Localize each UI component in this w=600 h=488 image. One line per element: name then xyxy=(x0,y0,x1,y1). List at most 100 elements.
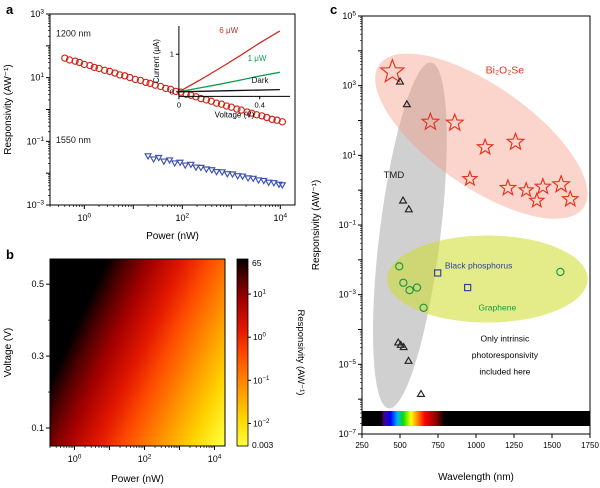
series-1200-nm: 1200 nm xyxy=(56,28,287,126)
data-point xyxy=(278,118,287,126)
tick-label: 10−3 xyxy=(339,289,357,300)
tick-label: 0.3 xyxy=(31,351,44,361)
tick-label: 102 xyxy=(138,454,152,465)
data-point xyxy=(533,177,553,195)
annotation-label: Bi₂O₂Se xyxy=(486,64,525,76)
data-point xyxy=(100,66,109,75)
data-point xyxy=(223,171,232,178)
series-Black-phosphorus xyxy=(434,269,472,292)
data-point xyxy=(249,175,258,183)
data-point xyxy=(228,171,237,179)
data-point xyxy=(154,154,163,162)
data-point xyxy=(434,269,442,277)
data-point xyxy=(258,112,266,120)
inset-curve-1-μW xyxy=(178,71,281,93)
tick-label: 10−7 xyxy=(339,429,357,440)
annotation-label: included here xyxy=(479,366,530,376)
data-point xyxy=(71,57,79,65)
data-point xyxy=(404,356,413,364)
tick-label: 100 xyxy=(68,454,82,465)
tick-label: 10−5 xyxy=(339,359,357,370)
inset-y-axis-title: Current (μA) xyxy=(152,39,161,84)
tick-label: 104 xyxy=(273,213,287,224)
inset-curve-6-μW xyxy=(178,30,281,93)
data-point xyxy=(505,131,526,151)
data-point xyxy=(111,69,119,77)
annotation-label: Black phosphorus xyxy=(445,261,513,271)
data-point xyxy=(75,58,84,67)
data-point xyxy=(396,340,406,348)
data-point xyxy=(278,182,287,190)
data-point xyxy=(254,177,263,185)
inset-curve-label: 6 μW xyxy=(219,26,238,35)
data-point xyxy=(560,189,580,208)
data-point xyxy=(412,283,422,292)
tick-label: 103 xyxy=(30,9,44,20)
data-point xyxy=(192,164,200,172)
data-point xyxy=(405,285,414,295)
annotation-label: Graphene xyxy=(478,302,516,312)
inset-curve-Dark xyxy=(178,88,280,93)
data-point xyxy=(202,166,211,174)
data-point xyxy=(176,159,184,167)
tick-label: 10−2 xyxy=(253,418,270,429)
tick-label: 103 xyxy=(342,80,356,91)
x-axis-title: Power (nW) xyxy=(111,474,164,485)
inset-tick-label: 0 xyxy=(177,100,181,109)
data-point xyxy=(268,115,276,124)
tick-label: 0.1 xyxy=(31,423,44,433)
inset-curve-label: Dark xyxy=(252,76,270,85)
colorbar-title: Responsivity (AW⁻¹) xyxy=(295,310,305,396)
series-label: 1200 nm xyxy=(56,28,91,38)
data-point xyxy=(404,204,414,213)
data-point xyxy=(61,54,69,62)
heatmap xyxy=(50,259,225,446)
x-axis-title: Wavelength (nm) xyxy=(438,472,514,483)
tick-label: 100 xyxy=(253,332,266,343)
data-point xyxy=(464,283,472,292)
data-point xyxy=(149,156,158,164)
colorbar-max-label: 65 xyxy=(252,258,262,268)
panel-c-label: c xyxy=(330,2,338,17)
tick-label: 1250 xyxy=(505,441,523,450)
annotations: Bi₂O₂Se TMD Black phosphorus Graphene Only i… xyxy=(384,64,539,376)
data-point xyxy=(116,71,124,79)
data-point xyxy=(181,162,190,170)
series-TMD xyxy=(393,76,426,397)
region-ellipses xyxy=(372,53,588,409)
graphene-region xyxy=(387,235,588,323)
data-point xyxy=(395,262,404,271)
tick-label: 101 xyxy=(253,289,266,300)
data-point xyxy=(461,169,479,187)
tick-label: 500 xyxy=(393,441,407,450)
data-point xyxy=(399,278,408,287)
series-1550-nm: 1550 nm xyxy=(56,135,287,190)
data-point xyxy=(243,108,251,116)
colorbar-min-label: 0.003 xyxy=(252,440,274,450)
data-point xyxy=(170,160,179,168)
inset-iv-curve: 0 0.4 0 1 Voltage (V) Current (μA) 6 μW 1 μW Dar… xyxy=(152,26,290,119)
data-point xyxy=(398,195,408,204)
x-axis-title: Power (nW) xyxy=(146,231,199,242)
data-point xyxy=(379,58,406,83)
inset-x-axis-title: Voltage (V) xyxy=(215,110,255,119)
annotation-label: Only intrinsic xyxy=(481,334,530,344)
tick-label: 0.5 xyxy=(31,279,44,289)
annotation-label: photoresponsivity xyxy=(472,350,539,360)
tick-label: 100 xyxy=(77,213,91,224)
data-point xyxy=(121,72,129,80)
annotation-label: TMD xyxy=(384,170,405,181)
data-point xyxy=(218,169,227,177)
tick-label: 750 xyxy=(431,441,445,450)
tick-label: 104 xyxy=(208,454,222,465)
inset-tick-label: 0 xyxy=(170,87,174,96)
series-Bi-O-Se xyxy=(379,58,580,208)
data-point xyxy=(475,137,495,156)
tmd-region xyxy=(372,62,447,409)
data-point xyxy=(556,267,565,277)
panel-b: 100 102 104 0.1 0.3 0.5 Power (nW) Voltage (V) 1… xyxy=(0,245,305,488)
data-point xyxy=(551,174,572,193)
